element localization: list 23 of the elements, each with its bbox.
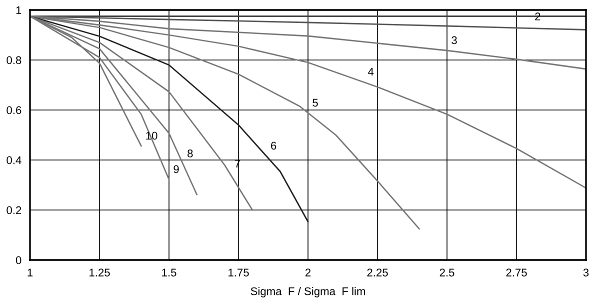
x-tick-label: 2.25 [367,268,388,276]
y-tick-label: 0.8 [6,56,22,64]
y-tick-label: 0.6 [6,106,22,114]
annotation: 8 [188,150,193,158]
y-tick-label: 0.2 [6,206,22,214]
x-tick-label: 2.75 [506,268,527,276]
x-tick-label: 2 [305,268,311,276]
x-tick-label: 2.5 [440,268,454,276]
x-tick-label: 1.25 [90,268,110,276]
x-tick-label: 1.5 [162,268,176,276]
x-tick-label: 1 [28,268,33,276]
x-axis-title: Sigma F / Sigma F lim [250,287,365,298]
annotation: 9 [174,165,179,174]
annotation: 10 [146,132,158,140]
x-tick-label: 3 [583,268,589,276]
annotation: 3 [452,36,457,44]
annotation: 6 [271,142,276,150]
annotation: 5 [312,98,318,107]
y-tick-label: 0 [16,256,22,264]
y-tick-label: 0.4 [6,156,22,164]
x-tick-label: 1.75 [228,268,249,276]
annotation: 4 [368,68,374,76]
y-tick-label: 1 [16,6,22,14]
